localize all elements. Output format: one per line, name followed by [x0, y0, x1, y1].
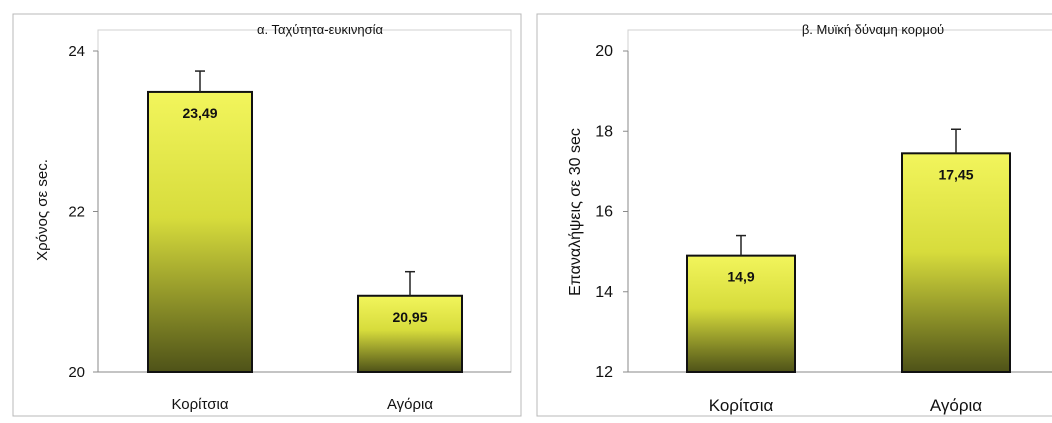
y-tick-label: 12: [595, 364, 613, 381]
x-tick-label: Κορίτσια: [171, 396, 228, 413]
bar-boys: [357, 294, 463, 374]
x-tick-label: Αγόρια: [387, 396, 433, 413]
y-tick-label: 22: [68, 204, 85, 221]
data-label: 14,9: [727, 269, 754, 285]
x-tick-label: Αγόρια: [930, 396, 982, 415]
x-tick-label: Κορίτσια: [709, 396, 774, 415]
y-tick-label: 20: [68, 364, 85, 381]
y-tick-label: 24: [68, 43, 85, 60]
data-label: 17,45: [938, 166, 973, 182]
y-tick-label: 18: [595, 123, 613, 140]
y-tick-label: 16: [595, 204, 613, 221]
data-label: 23,49: [182, 105, 217, 121]
y-tick-label: 20: [595, 43, 613, 60]
panel-a-y-axis-label: Χρόνος σε sec.: [34, 159, 51, 261]
bar-girls: [147, 90, 253, 374]
y-tick-label: 14: [595, 284, 613, 301]
data-label: 20,95: [392, 309, 427, 325]
panel-b-y-axis-label: Επαναλήψεις σε 30 sec: [567, 128, 584, 296]
chart-panel-a: α. Ταχύτητα-ευκινησία Χρόνος σε sec. 20 2…: [12, 13, 522, 417]
bar-boys: [901, 152, 1011, 373]
panel-a-title: α. Ταχύτητα-ευκινησία: [257, 22, 384, 37]
chart-panel-b: β. Μυϊκή δύναμη κορμού Επαναλήψεις σε 30…: [536, 13, 1052, 417]
panel-b-title: β. Μυϊκή δύναμη κορμού: [802, 22, 944, 37]
